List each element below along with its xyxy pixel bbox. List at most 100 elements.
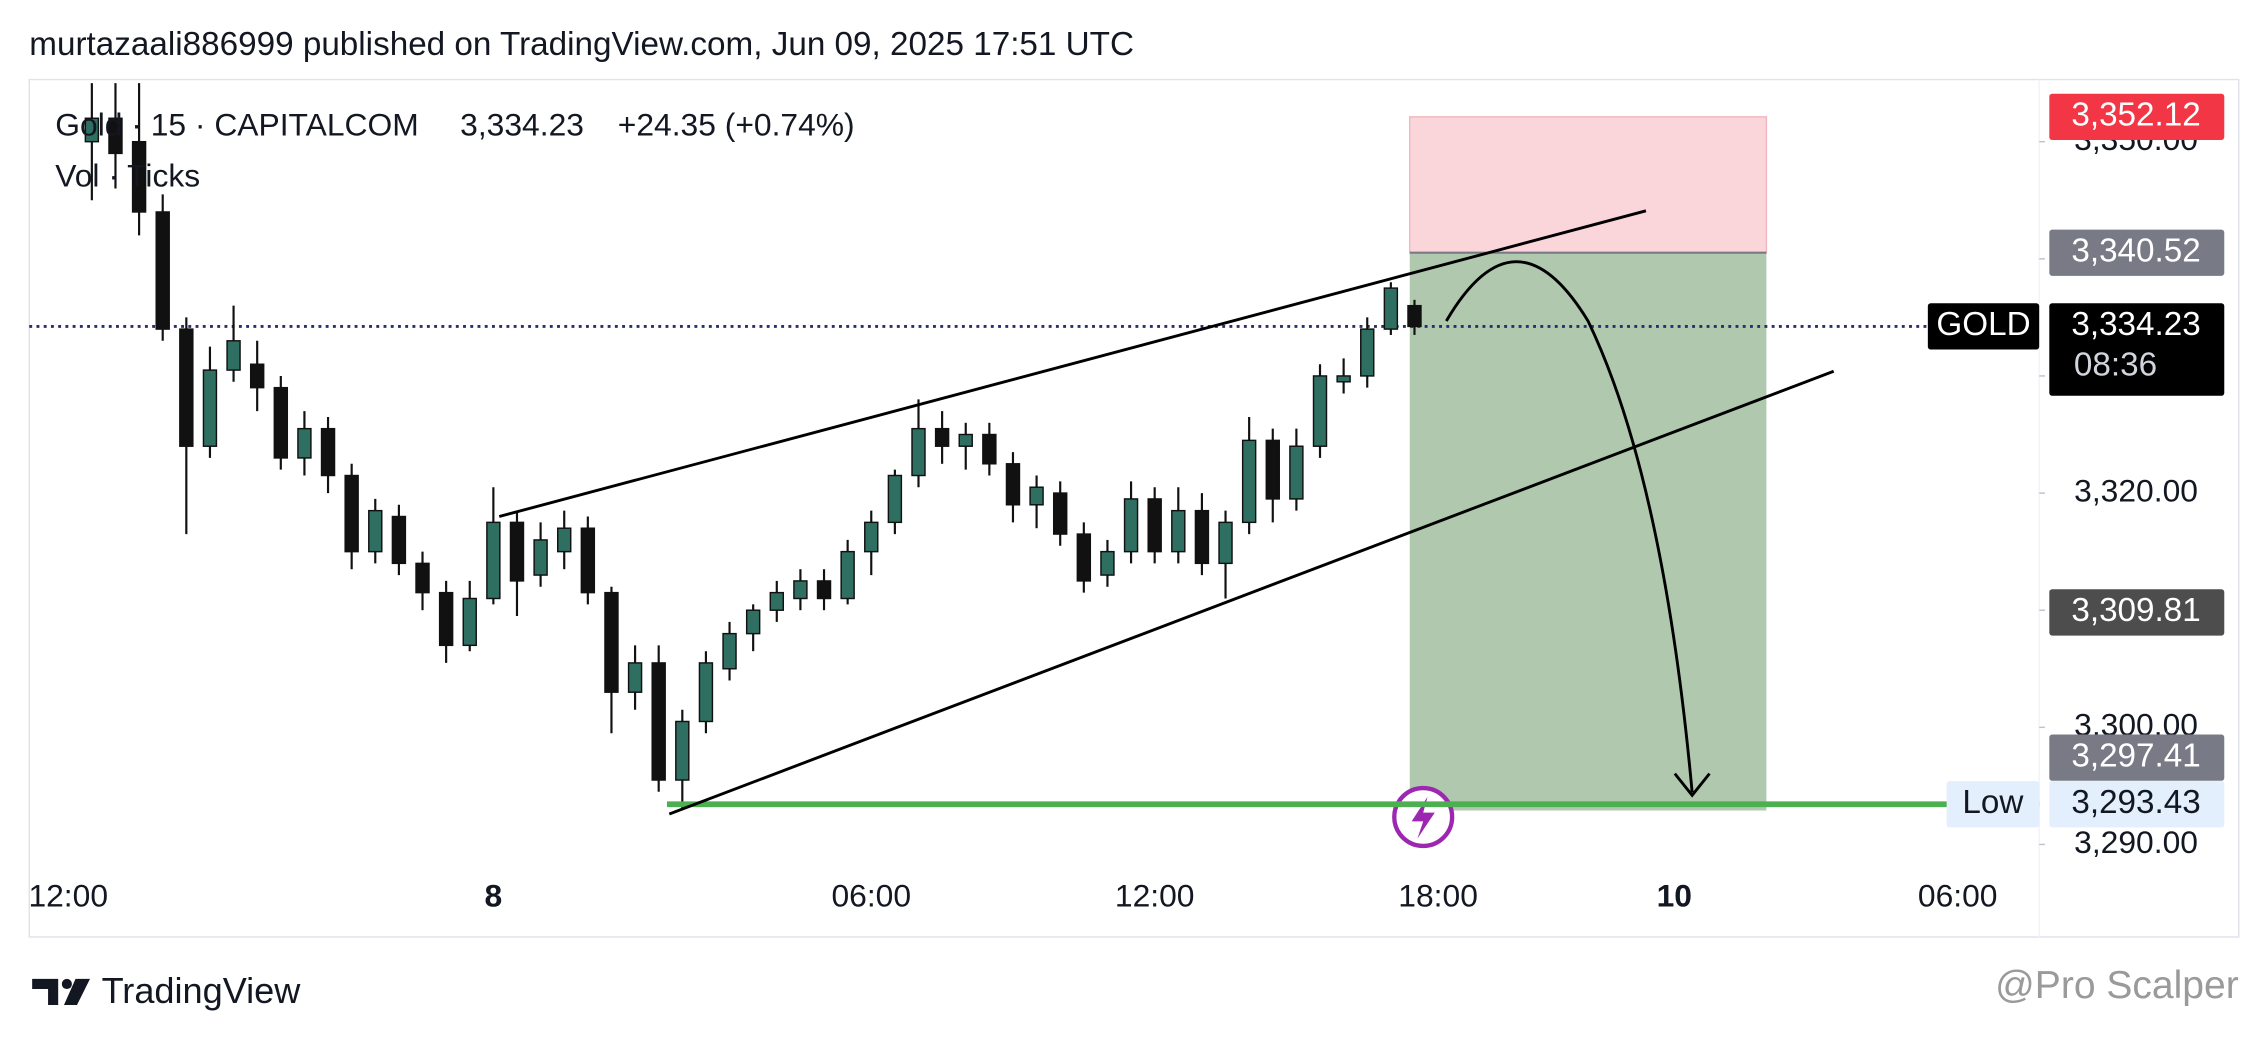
x-tick-label: 18:00 xyxy=(1398,877,1478,913)
x-tick-label: 06:00 xyxy=(1918,877,1998,913)
candle-body xyxy=(887,474,903,524)
candle-body xyxy=(438,591,454,647)
price-label: 3,309.81 xyxy=(2071,592,2200,629)
candle-body xyxy=(1052,492,1068,535)
candle-body xyxy=(769,591,785,611)
candle-body xyxy=(911,427,926,477)
price-label-box xyxy=(2049,781,2225,828)
candle-body xyxy=(131,140,147,213)
candle-body xyxy=(793,580,808,600)
stop-zone xyxy=(1409,116,1768,254)
legend-change: +24.35 (+0.74%) xyxy=(618,107,855,143)
tradingview-logo xyxy=(32,978,90,1005)
legend-price: 3,334.23 xyxy=(460,107,584,143)
candle-body xyxy=(934,427,950,447)
candle-body xyxy=(675,720,690,781)
axes: 12:00 8 06:00 12:00 18:00 10 06:00 3,290.00 3,30… xyxy=(28,93,2225,913)
candle-body xyxy=(1241,439,1257,524)
candle-body xyxy=(1100,550,1115,576)
candle-body xyxy=(627,662,643,693)
candle-body xyxy=(108,117,123,155)
drawings-back xyxy=(29,116,2040,811)
target-zone xyxy=(1409,252,1767,811)
price-tag-box xyxy=(1946,781,2040,828)
candle-body xyxy=(344,474,359,553)
publish-header: murtazaali886999 published on TradingVie… xyxy=(29,26,1134,63)
candle-body xyxy=(722,632,737,670)
candle-body xyxy=(651,662,666,781)
candle-body xyxy=(840,550,855,600)
logo-dot xyxy=(61,978,72,990)
candle-body xyxy=(320,427,336,477)
price-label-box xyxy=(2049,303,2225,396)
candle-body xyxy=(1171,509,1186,553)
x-tick-label: 12:00 xyxy=(1115,877,1195,913)
candle-body xyxy=(1360,328,1375,377)
candle-body xyxy=(273,386,289,459)
candle-body xyxy=(179,328,194,447)
x-tick-label: 10 xyxy=(1657,877,1692,913)
candle-body xyxy=(1076,533,1092,582)
candle-body xyxy=(486,521,501,600)
y-tick-label: 3,290.00 xyxy=(2074,824,2198,860)
price-tag-box xyxy=(1927,303,2040,350)
candles xyxy=(84,83,1422,810)
price-tag: Low xyxy=(1962,784,2024,821)
countdown-label: 08:36 xyxy=(2074,347,2157,384)
candle-body xyxy=(462,597,477,647)
candle-body xyxy=(533,539,548,576)
candle-body xyxy=(580,527,596,594)
price-label: 3,334.23 xyxy=(2071,306,2200,343)
logo-slash xyxy=(63,978,90,1005)
candle-body xyxy=(155,211,170,330)
price-label-box xyxy=(2049,589,2225,636)
candle-body xyxy=(415,562,430,594)
candle-body xyxy=(604,591,619,693)
footer-brand: TradingView xyxy=(102,970,302,1011)
candle-body xyxy=(297,427,312,459)
lightning-glyph xyxy=(1411,796,1435,839)
trend-line xyxy=(668,369,1835,816)
candle-body xyxy=(368,509,383,553)
candle-body xyxy=(1029,486,1044,506)
candle-body xyxy=(1336,375,1351,383)
arrow-head xyxy=(1673,772,1711,798)
candle-body xyxy=(958,433,973,447)
x-tick-label: 06:00 xyxy=(831,877,911,913)
candle-body xyxy=(509,521,525,582)
candle-body xyxy=(249,363,265,389)
price-label: 3,352.12 xyxy=(2071,97,2200,134)
logo-mark xyxy=(32,978,59,1005)
watermark: @Pro Scalper xyxy=(1995,964,2239,1007)
candle-body xyxy=(1265,439,1280,500)
chart-frame xyxy=(28,78,2240,938)
price-label-box xyxy=(2049,93,2225,140)
candle-body xyxy=(557,527,572,553)
candle-body xyxy=(1407,304,1422,328)
drawings-front xyxy=(498,209,2040,849)
candle-body xyxy=(1383,287,1399,330)
y-tick-label: 3,320.00 xyxy=(2074,472,2198,508)
price-label-box xyxy=(2049,734,2225,781)
price-label: 3,297.41 xyxy=(2071,737,2200,774)
candle-body xyxy=(1147,498,1162,553)
price-label-box xyxy=(2049,229,2225,276)
candle-body xyxy=(864,521,879,553)
candle-body xyxy=(1312,375,1328,447)
price-label: 3,293.43 xyxy=(2071,784,2200,821)
candle-body xyxy=(982,433,997,465)
candle-body xyxy=(202,369,218,447)
x-tick-label: 12:00 xyxy=(28,877,108,913)
candle-body xyxy=(1218,521,1233,565)
price-tag: GOLD xyxy=(1936,306,2030,343)
trend-line xyxy=(498,209,1647,518)
x-tick-label: 8 xyxy=(485,877,503,913)
legend-indicator: Vol · Ticks xyxy=(55,157,200,193)
candle-body xyxy=(226,340,241,371)
candle-body xyxy=(816,580,832,600)
candle-body xyxy=(1194,509,1210,565)
price-label: 3,340.52 xyxy=(2071,233,2200,270)
legend-symbol: Gold · 15 · CAPITALCOM xyxy=(55,107,418,143)
candle-body xyxy=(1289,445,1304,500)
